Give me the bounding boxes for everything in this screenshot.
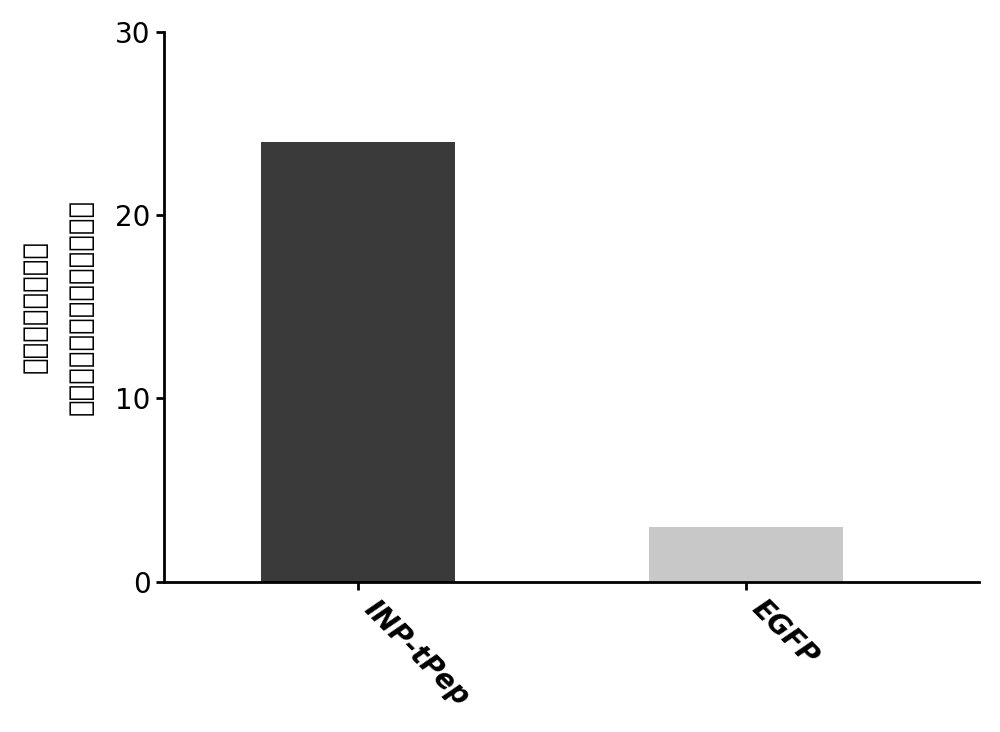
Bar — [261, 142, 455, 581]
Y-axis label: 随机单个视野中的
细菌粘附个数（荧光点个数）: 随机单个视野中的 细菌粘附个数（荧光点个数） — [21, 198, 94, 415]
Bar — [649, 526, 843, 581]
